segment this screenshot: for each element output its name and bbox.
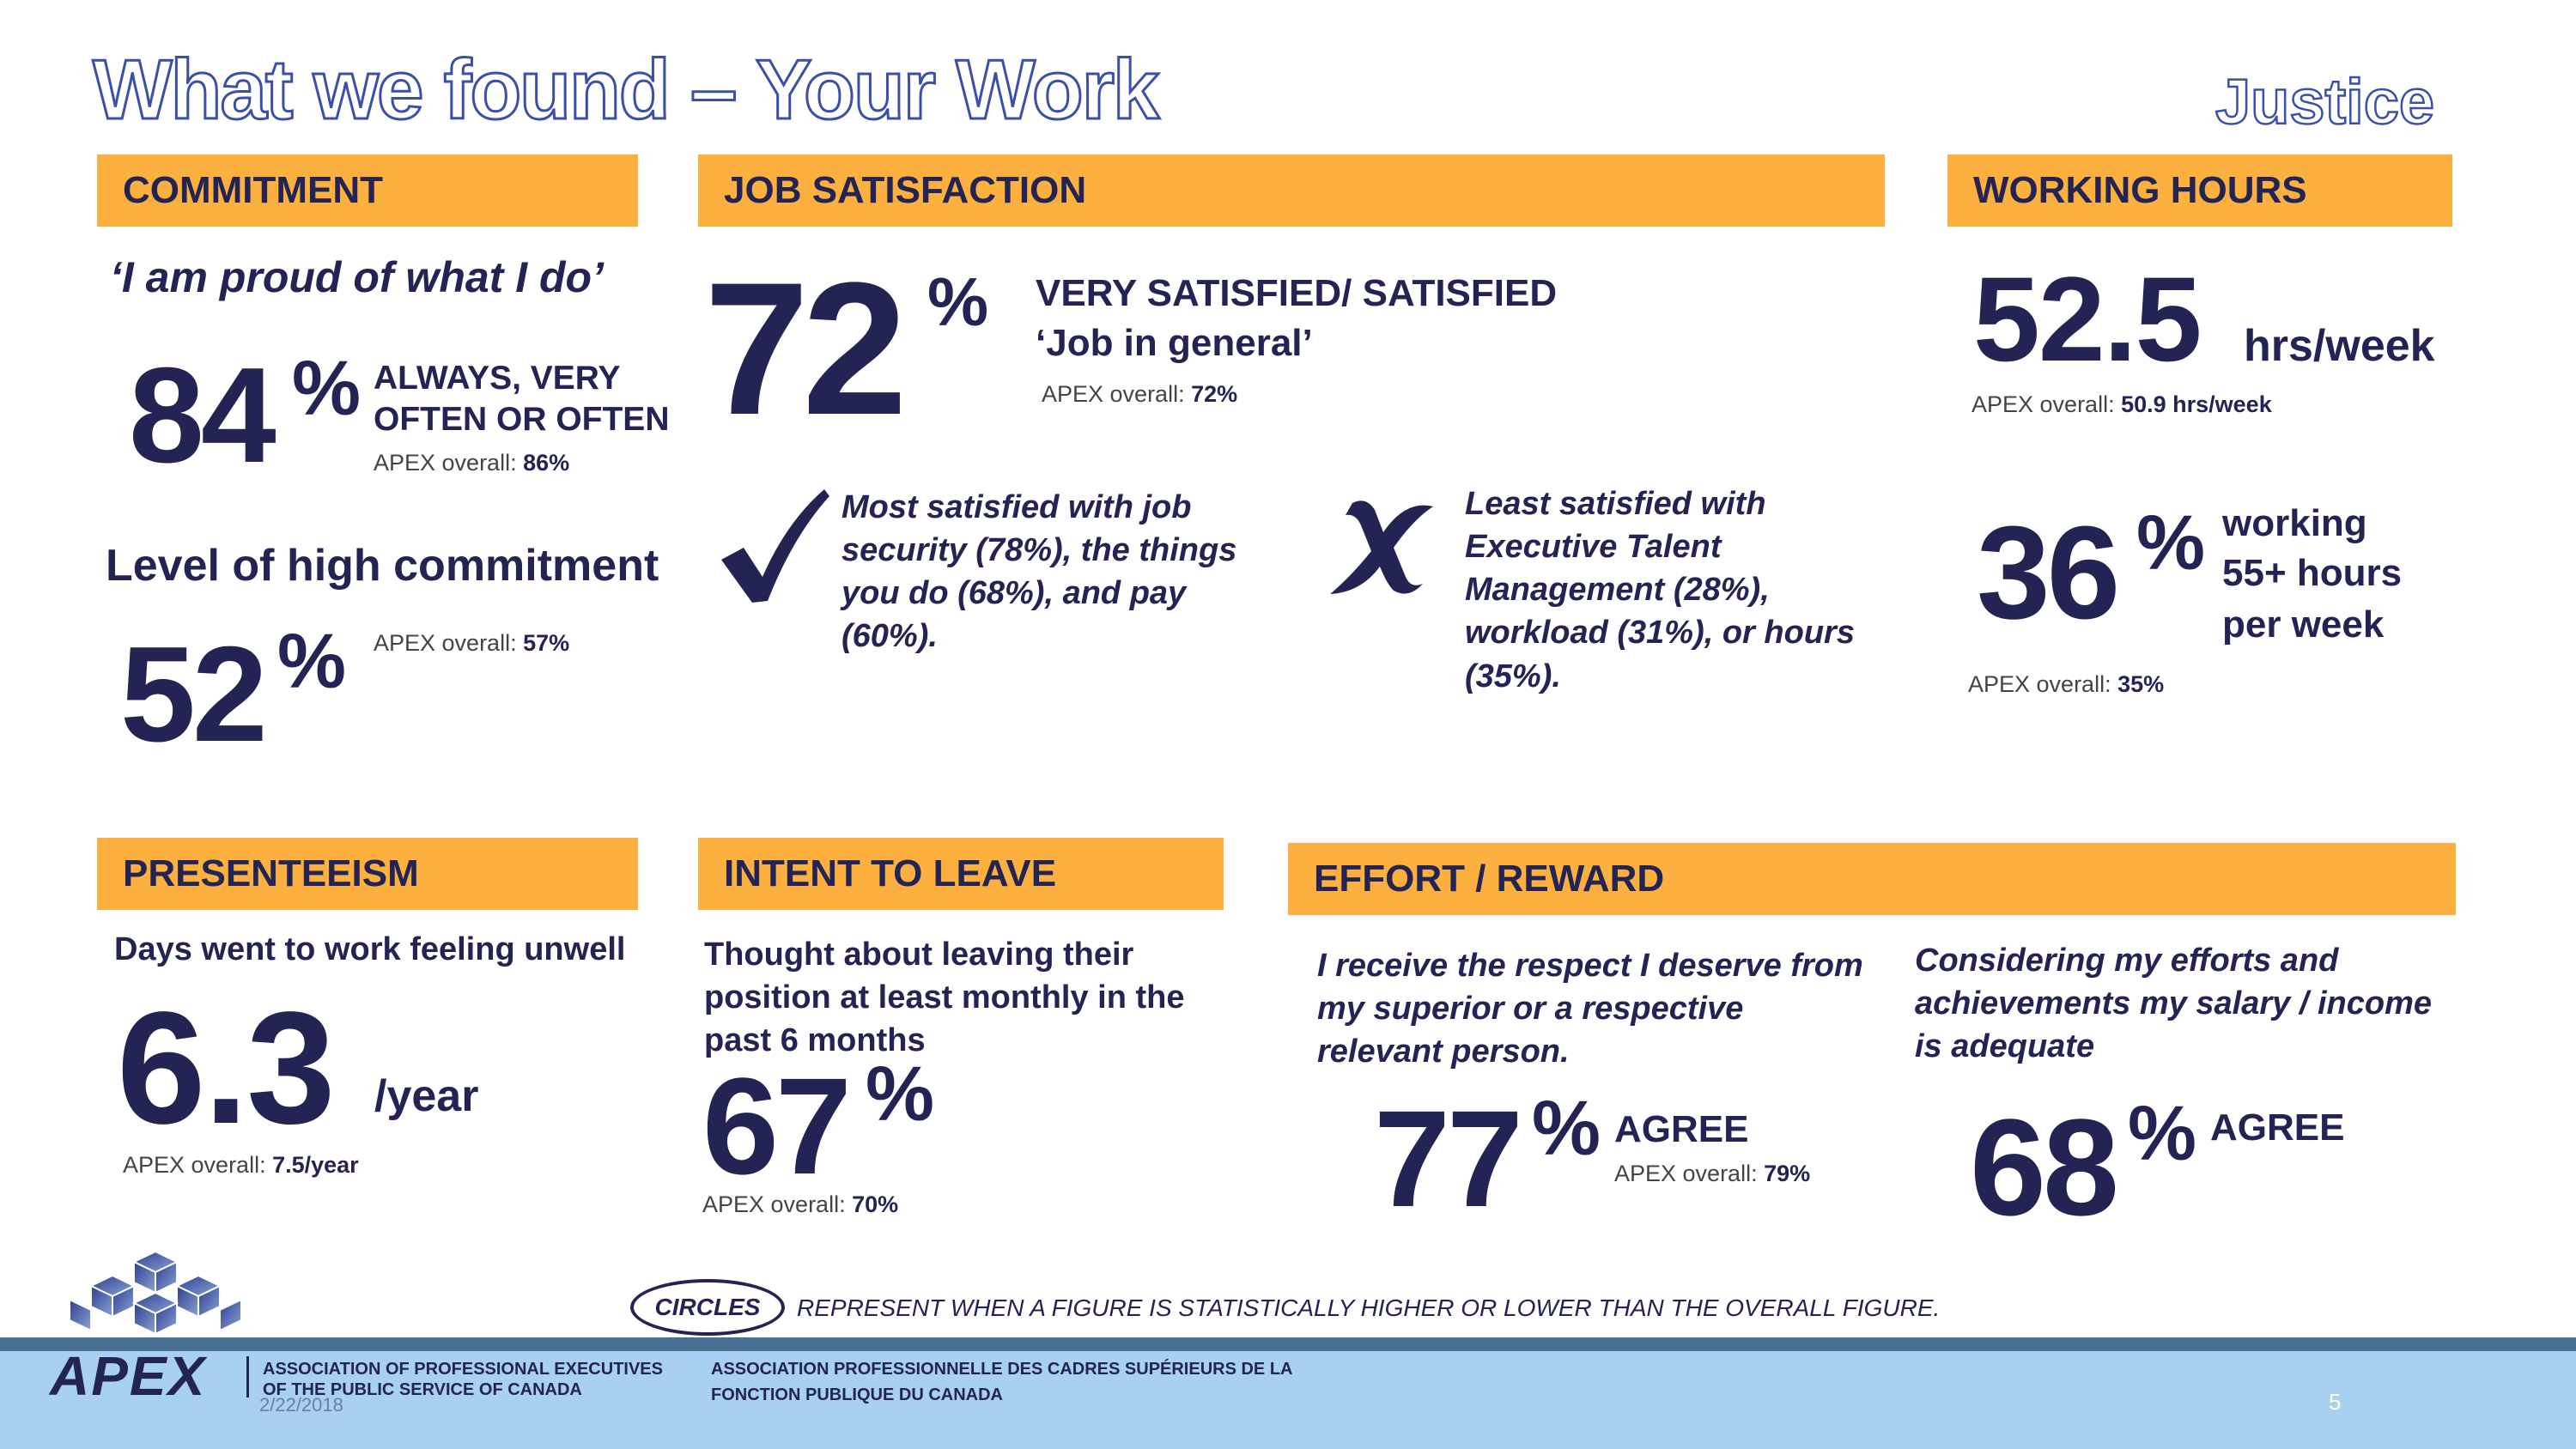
high-commitment-title: Level of high commitment <box>106 541 659 591</box>
presenteeism-apex: APEX overall: 7.5/year <box>123 1152 359 1179</box>
high-commitment-value: 52 <box>120 619 268 770</box>
footer-fr-2: FONCTION PUBLIQUE DU CANADA <box>711 1385 1003 1404</box>
section-bar-job-satisfaction: JOB SATISFACTION <box>698 155 1885 227</box>
footer-en-2: OF THE PUBLIC SERVICE OF CANADA <box>263 1380 582 1399</box>
legend-circle-label: CIRCLES <box>654 1294 761 1320</box>
long-hours-apex: APEX overall: 35% <box>1968 671 2164 698</box>
presenteeism-value: 6.3 <box>117 979 336 1157</box>
long-hours-label-3: per week <box>2222 603 2385 646</box>
job-satisfaction-apex: APEX overall: 72% <box>1042 381 1237 408</box>
intent-desc-1: Thought about leaving their <box>704 937 1134 973</box>
commitment-quote: ‘I am proud of what I do’ <box>110 253 604 301</box>
apex-cube-logo-icon <box>65 1250 246 1344</box>
high-commitment-apex: APEX overall: 57% <box>374 630 569 657</box>
job-satisfaction-pct: % <box>927 264 989 340</box>
intent-desc-3: past 6 months <box>704 1022 926 1058</box>
apex-value: 70% <box>852 1191 899 1217</box>
apex-value: 57% <box>523 630 570 656</box>
page-number: 5 <box>2329 1389 2342 1415</box>
long-hours-label-2: 55+ hours <box>2222 552 2403 594</box>
working-hours-value: 52.5 <box>1973 252 2202 386</box>
working-hours-apex: APEX overall: 50.9 hrs/week <box>1971 391 2272 418</box>
job-satisfaction-value: 72 <box>704 243 908 454</box>
apex-label: APEX overall: <box>1614 1161 1758 1186</box>
job-satisfaction-label-1: VERY SATISFIED/ SATISFIED <box>1036 272 1558 314</box>
commitment-label-2: OFTEN OR OFTEN <box>374 401 670 438</box>
page-title: What we found – Your Work <box>91 41 1160 138</box>
job-satisfaction-label-2: ‘Job in general’ <box>1036 322 1313 364</box>
footer-band <box>0 1337 2576 1449</box>
apex-label: APEX overall: <box>123 1152 266 1178</box>
high-commitment-pct: % <box>277 619 347 705</box>
respect-pct: % <box>1532 1086 1601 1172</box>
commitment-label-1: ALWAYS, VERY <box>374 360 621 397</box>
footer-divider <box>0 1337 2576 1351</box>
legend-text: REPRESENT WHEN A FIGURE IS STATISTICALLY… <box>797 1294 1941 1321</box>
commitment-pct: % <box>292 346 361 432</box>
respect-value: 77 <box>1374 1082 1523 1235</box>
salary-text: Considering my efforts and achievements … <box>1915 943 2432 1065</box>
apex-label: APEX overall: <box>374 450 517 476</box>
presenteeism-desc: Days went to work feeling unwell <box>114 931 626 967</box>
section-bar-effort-reward: EFFORT / REWARD <box>1288 843 2456 915</box>
apex-logo-text: APEX <box>50 1345 207 1407</box>
apex-label: APEX overall: <box>702 1191 846 1217</box>
salary-pct: % <box>2128 1091 2197 1177</box>
commitment-apex: APEX overall: 86% <box>374 450 569 476</box>
section-bar-working-hours: WORKING HOURS <box>1947 155 2452 227</box>
legend-circle: CIRCLES <box>630 1279 785 1336</box>
apex-value: 86% <box>523 450 570 476</box>
salary-value: 68 <box>1970 1090 2119 1244</box>
intent-desc-2: position at least monthly in the <box>704 979 1185 1016</box>
check-icon <box>718 488 829 604</box>
apex-label: APEX overall: <box>1968 671 2111 697</box>
intent-value: 67 <box>702 1049 852 1203</box>
apex-value: 72% <box>1191 381 1238 407</box>
commitment-value: 84 <box>129 340 276 491</box>
respect-text: I receive the respect I deserve from my … <box>1317 948 1863 1070</box>
apex-label: APEX overall: <box>1042 381 1185 407</box>
department-name: Justice <box>2215 65 2436 139</box>
apex-value: 35% <box>2117 671 2165 697</box>
most-satisfied-text: Most satisfied with job security (78%), … <box>841 489 1237 655</box>
apex-label: APEX overall: <box>1971 391 2115 417</box>
section-bar-intent-to-leave: INTENT TO LEAVE <box>698 838 1224 910</box>
cross-icon <box>1327 494 1437 597</box>
working-hours-unit: hrs/week <box>2244 321 2435 371</box>
apex-value: 50.9 hrs/week <box>2121 391 2272 417</box>
apex-label: APEX overall: <box>374 630 517 656</box>
footer-date: 2/22/2018 <box>259 1394 343 1416</box>
long-hours-value: 36 <box>1977 499 2120 646</box>
intent-apex: APEX overall: 70% <box>702 1191 898 1218</box>
least-satisfied-text: Least satisfied with Executive Talent Ma… <box>1465 486 1855 694</box>
salary-label: AGREE <box>2210 1106 2345 1149</box>
respect-label: AGREE <box>1614 1108 1749 1150</box>
footer-fr-1: ASSOCIATION PROFESSIONNELLE DES CADRES S… <box>711 1360 1293 1379</box>
long-hours-pct: % <box>2136 500 2206 586</box>
footer-en-1: ASSOCIATION OF PROFESSIONAL EXECUTIVES <box>263 1360 663 1379</box>
long-hours-label-1: working <box>2222 502 2367 544</box>
section-bar-presenteeism: PRESENTEEISM <box>97 838 638 910</box>
respect-apex: APEX overall: 79% <box>1614 1161 1810 1187</box>
intent-pct: % <box>866 1052 935 1137</box>
presenteeism-unit: /year <box>374 1071 479 1121</box>
section-bar-commitment: COMMITMENT <box>97 155 638 227</box>
apex-value: 7.5/year <box>272 1152 359 1178</box>
footer-separator <box>246 1356 249 1397</box>
apex-value: 79% <box>1764 1161 1811 1186</box>
